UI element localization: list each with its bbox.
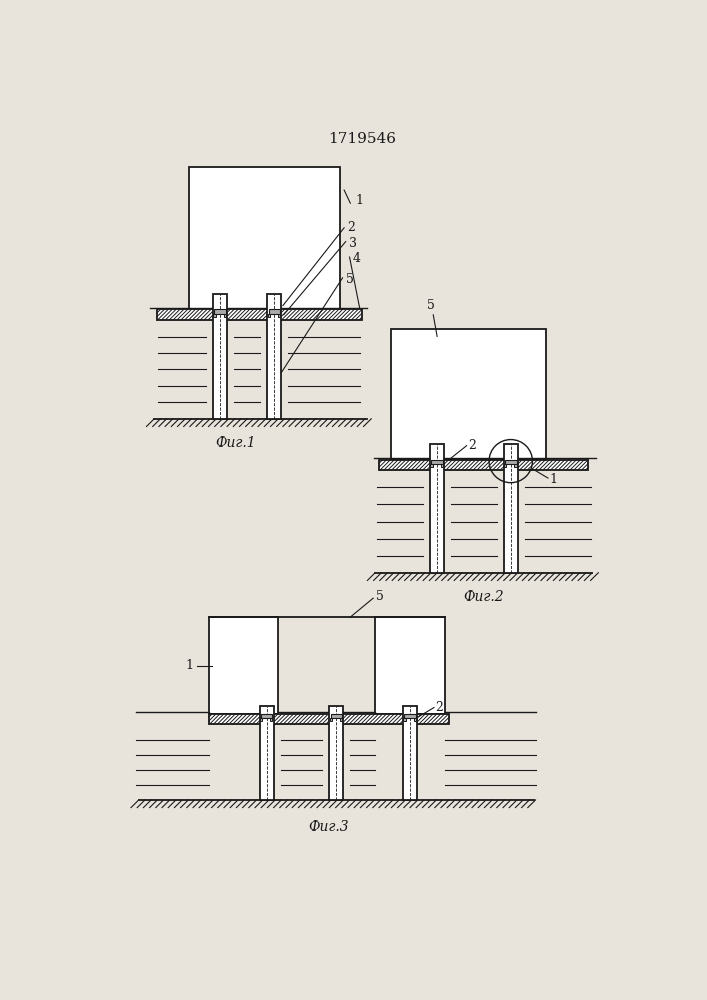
Bar bbox=[375, 617, 445, 714]
Bar bbox=[379, 460, 588, 470]
Bar bbox=[267, 294, 281, 419]
Bar bbox=[440, 464, 443, 467]
Text: 2: 2 bbox=[436, 701, 443, 714]
Text: 3: 3 bbox=[349, 237, 357, 250]
Bar bbox=[259, 706, 274, 800]
Text: 4: 4 bbox=[353, 252, 361, 265]
Bar bbox=[505, 460, 517, 464]
Bar bbox=[268, 314, 270, 317]
Bar bbox=[404, 718, 406, 721]
Bar bbox=[340, 718, 342, 721]
Bar bbox=[209, 714, 449, 724]
Bar bbox=[330, 714, 342, 718]
Text: 5: 5 bbox=[375, 590, 383, 603]
Text: 1: 1 bbox=[356, 194, 363, 207]
Text: Фиг.3: Фиг.3 bbox=[308, 820, 349, 834]
Text: 2: 2 bbox=[347, 221, 355, 234]
Text: 1: 1 bbox=[185, 659, 193, 672]
Bar bbox=[391, 329, 546, 460]
Bar bbox=[270, 718, 272, 721]
Bar bbox=[504, 444, 518, 573]
Bar bbox=[214, 314, 216, 317]
Bar bbox=[514, 464, 517, 467]
Bar bbox=[189, 167, 340, 309]
Bar bbox=[269, 309, 280, 314]
Bar bbox=[414, 718, 416, 721]
Bar bbox=[404, 714, 416, 718]
Bar bbox=[260, 718, 262, 721]
Text: 1719546: 1719546 bbox=[328, 132, 396, 146]
Text: 5: 5 bbox=[346, 273, 354, 286]
Text: 1: 1 bbox=[549, 473, 558, 486]
Bar bbox=[278, 314, 280, 317]
Text: Фиг.2: Фиг.2 bbox=[463, 590, 504, 604]
Bar bbox=[214, 309, 226, 314]
Bar bbox=[403, 706, 417, 800]
Bar bbox=[223, 314, 226, 317]
Bar bbox=[156, 309, 362, 320]
Bar bbox=[261, 714, 272, 718]
Bar bbox=[431, 464, 433, 467]
Bar bbox=[329, 706, 344, 800]
Bar bbox=[431, 460, 443, 464]
Text: 2: 2 bbox=[468, 439, 476, 452]
Bar bbox=[213, 294, 227, 419]
Bar bbox=[209, 617, 279, 714]
Text: 5: 5 bbox=[427, 299, 435, 312]
Bar bbox=[430, 444, 444, 573]
Bar bbox=[504, 464, 506, 467]
Text: Фиг.1: Фиг.1 bbox=[216, 436, 256, 450]
Bar bbox=[329, 718, 332, 721]
